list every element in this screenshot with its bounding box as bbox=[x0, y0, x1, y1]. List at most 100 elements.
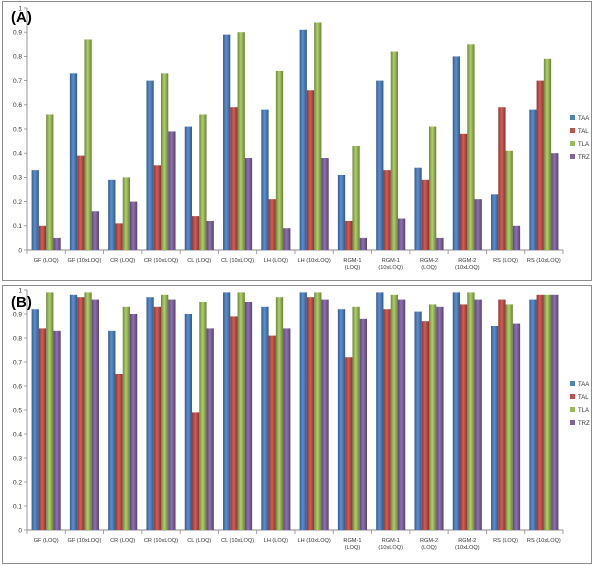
bar-taa bbox=[414, 167, 422, 250]
bar-tal bbox=[230, 107, 238, 250]
bar-taa bbox=[69, 294, 78, 530]
bar-taa bbox=[491, 194, 499, 250]
bar-trz bbox=[436, 306, 444, 530]
bar-taa bbox=[529, 109, 537, 250]
bar-taa bbox=[337, 174, 346, 250]
bar-trz bbox=[321, 158, 329, 250]
bar-tla bbox=[314, 22, 322, 250]
x-category-label: RS (10xLOQ) bbox=[527, 538, 561, 544]
bar-tla bbox=[314, 292, 322, 530]
bar-tla bbox=[429, 304, 437, 530]
bar-trz bbox=[436, 237, 444, 250]
bar-tla bbox=[122, 177, 130, 250]
bar-tla bbox=[352, 306, 360, 530]
bar-taa bbox=[299, 292, 307, 530]
bar-tal bbox=[345, 357, 353, 530]
bar-taa bbox=[223, 34, 231, 251]
bar-taa bbox=[261, 109, 269, 250]
y-tick-label: 0.7 bbox=[13, 359, 22, 366]
x-category-label: GF (LOQ) bbox=[34, 538, 59, 544]
bar-trz bbox=[168, 131, 176, 250]
legend-swatch-tal bbox=[570, 394, 575, 399]
legend-swatch-taa bbox=[570, 115, 575, 120]
y-tick-label: 0.1 bbox=[13, 223, 22, 230]
bar-tal bbox=[383, 170, 391, 250]
y-tick-label: 0.9 bbox=[13, 30, 22, 37]
bar-tla bbox=[467, 44, 475, 250]
y-tick-label: 0.6 bbox=[13, 383, 22, 390]
legend-swatch-tal bbox=[570, 128, 575, 133]
bar-tal bbox=[383, 309, 391, 530]
y-tick-label: 1 bbox=[18, 287, 22, 294]
bar-taa bbox=[376, 292, 384, 530]
bar-tal bbox=[536, 80, 544, 250]
y-tick-label: 1 bbox=[18, 5, 22, 12]
x-category-label: CR (LOQ) bbox=[110, 538, 135, 544]
legend-label-taa: TAA bbox=[578, 382, 589, 388]
bar-trz bbox=[168, 299, 176, 530]
bar-tla bbox=[543, 294, 552, 530]
x-category-label: GF (LOQ) bbox=[34, 258, 59, 264]
bar-tal bbox=[306, 90, 315, 250]
y-tick-label: 0.8 bbox=[13, 335, 22, 342]
x-category-label: LH (LOQ) bbox=[264, 258, 288, 264]
bar-tal bbox=[498, 107, 506, 250]
bar-trz bbox=[359, 318, 367, 530]
y-tick-label: 0.7 bbox=[13, 78, 22, 85]
x-category-label: LH (LOQ) bbox=[264, 538, 288, 544]
bar-tal bbox=[115, 223, 123, 250]
y-tick-label: 0.2 bbox=[13, 199, 22, 206]
bar-tal bbox=[38, 225, 47, 250]
bar-taa bbox=[337, 309, 346, 530]
bar-taa bbox=[31, 309, 39, 530]
bar-taa bbox=[223, 292, 231, 530]
bar-trz bbox=[91, 299, 99, 530]
bar-tla bbox=[46, 114, 54, 250]
bar-trz bbox=[283, 328, 291, 530]
bar-taa bbox=[69, 73, 78, 250]
bar-trz bbox=[91, 211, 99, 250]
y-tick-label: 0.3 bbox=[13, 455, 22, 462]
legend-swatch-trz bbox=[570, 154, 575, 159]
bar-trz bbox=[321, 299, 329, 530]
bar-taa bbox=[146, 80, 154, 250]
bar-taa bbox=[184, 314, 193, 530]
bar-tal bbox=[192, 216, 200, 250]
bar-trz bbox=[206, 220, 214, 250]
bar-tla bbox=[237, 32, 245, 251]
bar-tla bbox=[543, 58, 552, 250]
bar-taa bbox=[146, 297, 154, 530]
bar-tla bbox=[505, 150, 513, 250]
x-category-label: RGM-2 (LOQ) bbox=[420, 538, 438, 551]
bar-taa bbox=[491, 326, 499, 530]
y-tick-label: 0.1 bbox=[13, 503, 22, 510]
bar-taa bbox=[299, 29, 307, 251]
bar-trz bbox=[551, 294, 559, 530]
bar-tal bbox=[268, 199, 276, 250]
y-tick-label: 0.2 bbox=[13, 479, 22, 486]
y-tick-label: 0 bbox=[18, 247, 22, 254]
bar-trz bbox=[206, 328, 214, 530]
bar-tal bbox=[230, 316, 238, 530]
x-category-label: RGM-1 (LOQ) bbox=[343, 538, 361, 551]
x-category-label: RGM-1 (10xLOQ) bbox=[378, 538, 403, 551]
bar-tal bbox=[306, 297, 315, 530]
bar-tla bbox=[429, 126, 437, 250]
y-tick-label: 0.6 bbox=[13, 102, 22, 109]
x-category-label: RGM-1 (LOQ) bbox=[343, 258, 361, 271]
bar-tal bbox=[115, 374, 123, 530]
chart-panel-a: 0 0.1 0.2 0.3 0.4 0.5 0.6 0.7 0.8 0.9 1 GF (LOQ) GF … bbox=[2, 1, 592, 281]
bar-tal bbox=[421, 321, 429, 530]
legend-label-tal: TAL bbox=[578, 395, 589, 401]
x-category-label: CR (10xLOQ) bbox=[144, 258, 178, 264]
legend-swatch-tla bbox=[570, 141, 575, 146]
bar-tla bbox=[467, 292, 475, 530]
x-category-label: GF (10xLOQ) bbox=[67, 538, 101, 544]
bar-tla bbox=[46, 292, 54, 530]
bar-tla bbox=[390, 51, 398, 251]
chart-panel-b: 0 0.1 0.2 0.3 0.4 0.5 0.6 0.7 0.8 0.9 1 GF (LOQ) GF … bbox=[2, 285, 592, 564]
bar-taa bbox=[261, 306, 269, 530]
y-tick-label: 0.8 bbox=[13, 54, 22, 61]
x-category-label: GF (10xLOQ) bbox=[67, 258, 101, 264]
bar-tal bbox=[153, 165, 161, 250]
